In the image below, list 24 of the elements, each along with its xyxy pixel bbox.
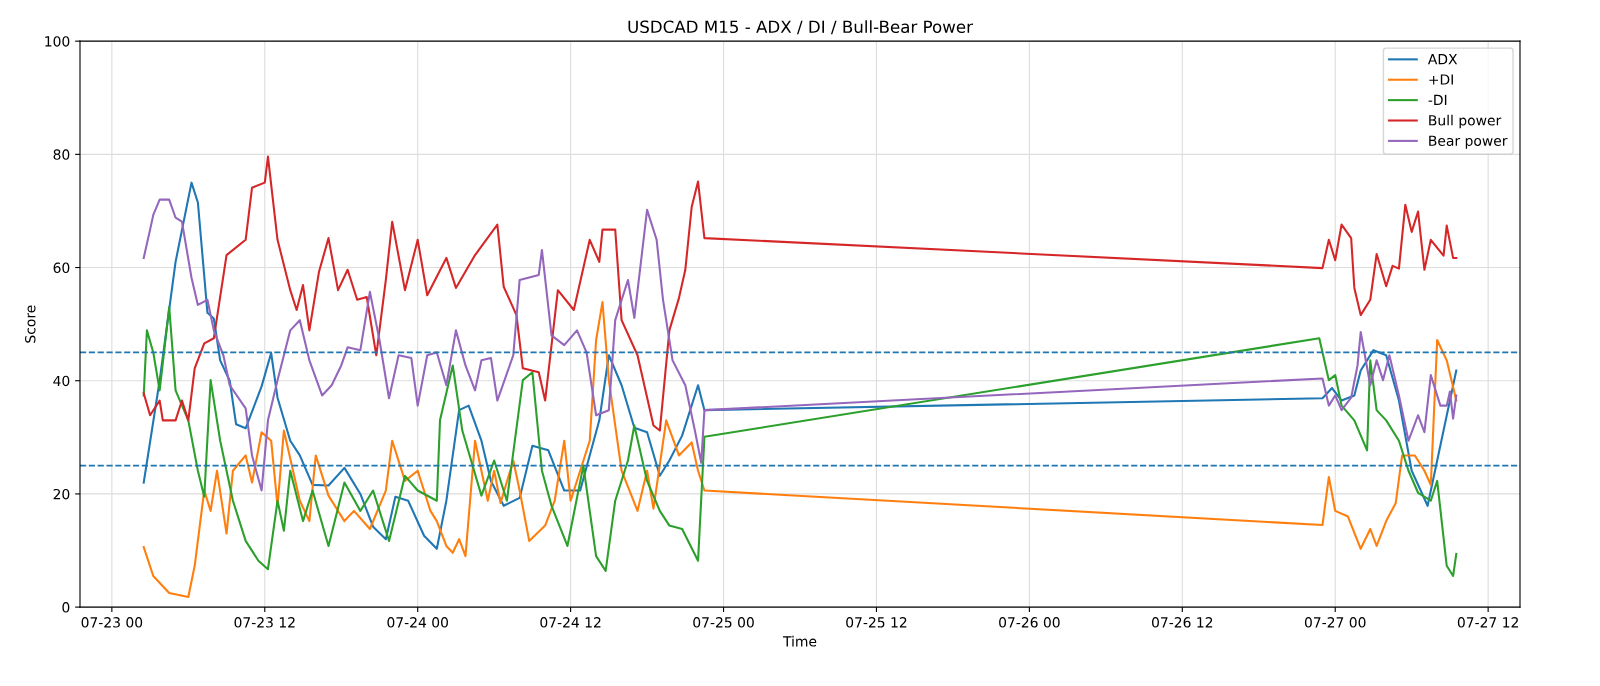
x-tick-label: 07-25 00 (693, 617, 754, 628)
x-tick-label: 07-25 12 (846, 617, 907, 628)
x-tick-label: 07-26 12 (1151, 617, 1213, 628)
legend-label: ADX (1427, 54, 1458, 65)
x-tick-label: 07-23 12 (234, 617, 295, 628)
x-tick-label: 07-23 00 (81, 617, 143, 628)
legend-label: +DI (1429, 74, 1453, 85)
x-tick-label: 07-27 00 (1304, 617, 1366, 628)
y-tick-label: 80 (53, 149, 70, 160)
legend-label: Bear power (1429, 135, 1508, 149)
legend-label: -DI (1428, 94, 1447, 105)
y-tick-label: 20 (53, 488, 70, 500)
chart-title: USDCAD M15 - ADX / DI / Bull-Bear Power (628, 20, 973, 35)
y-tick-label: 60 (53, 262, 70, 274)
x-axis-title: Time (782, 635, 817, 647)
x-tick-label: 07-27 12 (1457, 617, 1518, 628)
y-tick-label: 100 (45, 36, 70, 47)
y-axis-title: Score (25, 305, 36, 343)
y-tick-label: 40 (53, 375, 70, 387)
x-tick-label: 07-24 00 (387, 617, 448, 628)
y-tick-label: 0 (62, 602, 70, 613)
x-tick-label: 07-24 12 (540, 617, 601, 628)
x-tick-label: 07-26 00 (999, 617, 1060, 628)
legend-label: Bull power (1429, 114, 1502, 129)
